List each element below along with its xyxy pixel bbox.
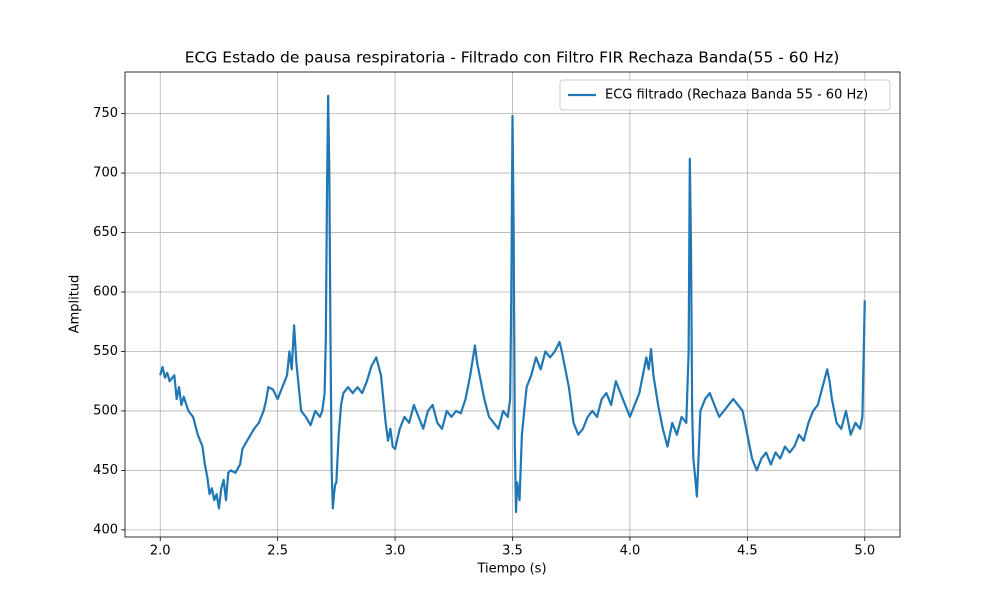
- y-tick-label: 750: [93, 106, 118, 121]
- y-tick-label: 400: [93, 522, 118, 537]
- y-tick-label: 700: [93, 166, 118, 181]
- y-tick-label: 450: [93, 463, 118, 478]
- x-tick-label: 4.0: [620, 544, 641, 559]
- legend-box: [559, 79, 891, 111]
- x-axis-label: Tiempo (s): [476, 562, 546, 577]
- x-tick-label: 3.0: [385, 544, 406, 559]
- chart-title: ECG Estado de pausa respiratoria - Filtr…: [185, 49, 840, 67]
- data-line: [159, 94, 866, 514]
- x-tick-label: 3.5: [502, 544, 523, 559]
- y-tick-label: 550: [93, 344, 118, 359]
- y-tick-label: 650: [93, 225, 118, 240]
- x-tick-label: 4.5: [737, 544, 758, 559]
- x-tick-label: 2.5: [267, 544, 288, 559]
- x-tick-label: 2.0: [150, 544, 171, 559]
- legend-label: ECG filtrado (Rechaza Banda 55 - 60 Hz): [605, 88, 868, 103]
- y-tick-label: 500: [93, 403, 118, 418]
- y-tick-label: 600: [93, 285, 118, 300]
- x-tick-label: 5.0: [854, 544, 875, 559]
- y-axis-label: Amplitud: [68, 275, 83, 334]
- plot-frame: [124, 71, 901, 538]
